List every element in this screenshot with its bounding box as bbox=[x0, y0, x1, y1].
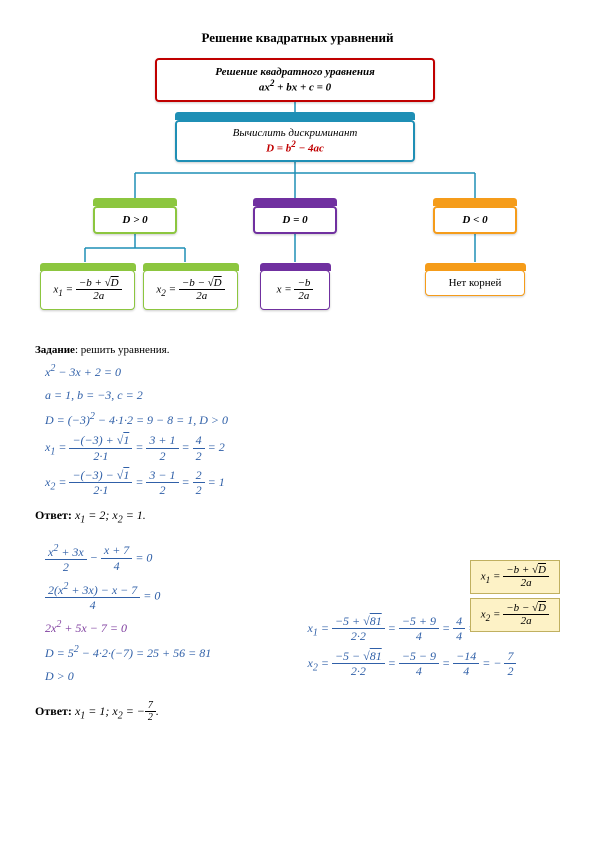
task-heading: Задание: решить уравнения. bbox=[35, 344, 560, 356]
flow-leaf-x1: x1 = −b + √D2a bbox=[40, 270, 135, 310]
tab-icon bbox=[425, 263, 526, 271]
ex1-x2: x2 = −(−3) − √12·1 = 3 − 12 = 22 = 1 bbox=[45, 469, 560, 498]
inset-x1-formula: x1 = −b + √D2a bbox=[470, 560, 560, 594]
answer-label: Ответ: bbox=[35, 704, 72, 718]
ex2-answer: Ответ: x1 = 1; x2 = −72. bbox=[35, 700, 560, 724]
flow-leaf-xeq: x = −b2a bbox=[260, 270, 330, 310]
case-gt-label: D > 0 bbox=[122, 214, 147, 226]
ex2-step2: 2(x2 + 3x) − x − 74 = 0 bbox=[45, 581, 298, 613]
flow-disc-line1: Вычислить дискриминант bbox=[185, 127, 405, 139]
tab-icon bbox=[433, 198, 517, 206]
flow-leaf-x2: x2 = −b − √D2a bbox=[143, 270, 238, 310]
flow-disc-formula: D = b2 − 4ac bbox=[185, 139, 405, 155]
ex1-equation: x2 − 3x + 2 = 0 bbox=[45, 362, 560, 381]
flowchart: Решение квадратного уравнения ax2 + bx +… bbox=[35, 58, 560, 338]
ex1-coeffs: a = 1, b = −3, c = 2 bbox=[45, 387, 560, 404]
ex1-x1: x1 = −(−3) + √12·1 = 3 + 12 = 42 = 2 bbox=[45, 434, 560, 463]
flow-disc-tab bbox=[175, 112, 415, 120]
ex2-x2: x2 = −5 − √812·2 = −5 − 94 = −144 = − 72 bbox=[308, 650, 561, 679]
flow-root: Решение квадратного уравнения ax2 + bx +… bbox=[155, 58, 435, 102]
page-title: Решение квадратных уравнений bbox=[35, 30, 560, 46]
task-label: Задание bbox=[35, 344, 75, 356]
inset-x2-formula: x2 = −b − √D2a bbox=[470, 598, 560, 632]
flow-root-line2: ax2 + bx + c = 0 bbox=[165, 78, 425, 94]
flow-case-gt: D > 0 bbox=[93, 206, 177, 234]
flow-case-eq: D = 0 bbox=[253, 206, 337, 234]
tab-icon bbox=[93, 198, 177, 206]
tab-icon bbox=[143, 263, 239, 271]
task-text: : решить уравнения. bbox=[75, 344, 170, 356]
ex2-simplified: 2x2 + 5x − 7 = 0 bbox=[45, 618, 298, 637]
answer-label: Ответ: bbox=[35, 508, 72, 522]
flow-case-lt: D < 0 bbox=[433, 206, 517, 234]
ex2-dsign: D > 0 bbox=[45, 668, 298, 685]
ex1-answer: Ответ: x1 = 2; x2 = 1. bbox=[35, 508, 560, 525]
ex2-discriminant: D = 52 − 4·2·(−7) = 25 + 56 = 81 bbox=[45, 643, 298, 662]
tab-icon bbox=[40, 263, 136, 271]
noroots-text: Нет корней bbox=[449, 277, 502, 289]
flow-discriminant: Вычислить дискриминант D = b2 − 4ac bbox=[175, 120, 415, 162]
flow-leaf-noroots: Нет корней bbox=[425, 270, 525, 296]
tab-icon bbox=[253, 198, 337, 206]
case-lt-label: D < 0 bbox=[462, 214, 487, 226]
flow-root-line1: Решение квадратного уравнения bbox=[165, 66, 425, 78]
ex1-discriminant: D = (−3)2 − 4·1·2 = 9 − 8 = 1, D > 0 bbox=[45, 410, 560, 429]
ex2-step1: x2 + 3x2 − x + 74 = 0 bbox=[45, 543, 298, 575]
tab-icon bbox=[260, 263, 331, 271]
case-eq-label: D = 0 bbox=[282, 214, 307, 226]
